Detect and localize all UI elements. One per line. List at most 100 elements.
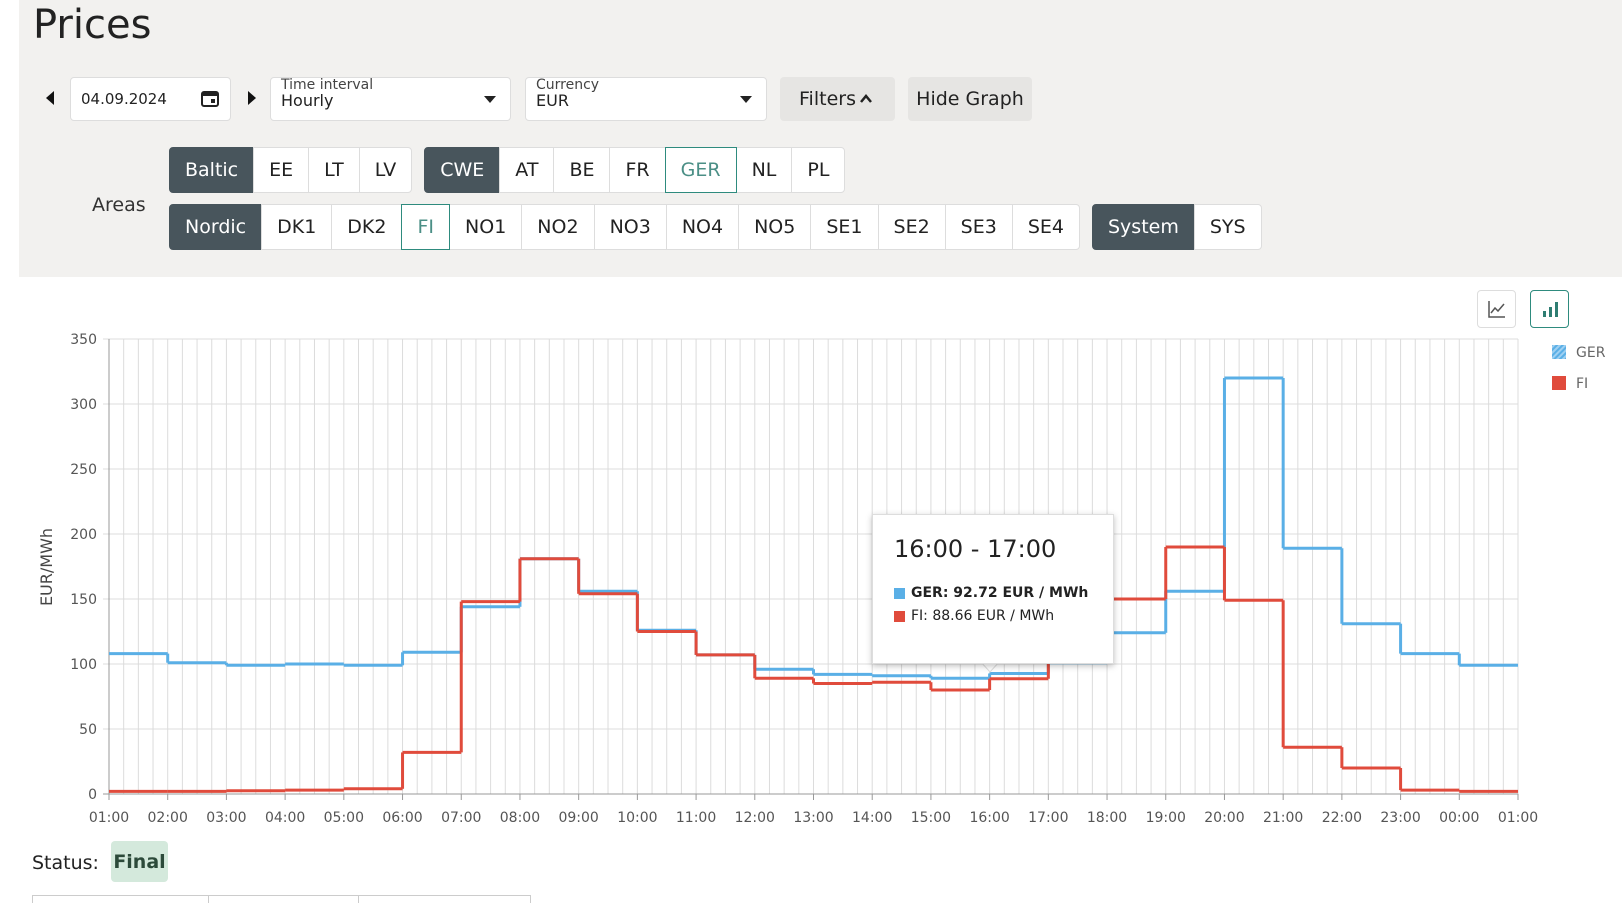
area-button[interactable]: SE1 [810,204,879,250]
y-tick-label: 200 [70,527,97,543]
calendar-icon [201,91,219,107]
hide-graph-button[interactable]: Hide Graph [908,77,1032,121]
page-title: Prices [33,2,152,48]
y-tick-label: 0 [88,787,97,803]
date-picker[interactable]: 04.09.2024 [70,77,231,121]
x-tick-label: 00:00 [1439,810,1479,826]
area-button[interactable]: CWE [424,147,501,193]
area-row: Nordic DK1 DK2 FI NO1 NO2 NO3 NO4 NO5 SE1 SE2 SE3 SE… [169,204,1262,250]
tooltip-text: GER: 92.72 EUR / MWh [911,585,1089,601]
status-badge: Final [111,841,168,882]
chart: EUR/MWh 0 50 100 150 200 250 300 350 01:00 02:00 0… [37,332,1606,826]
x-tick-label: 07:00 [441,810,481,826]
next-day[interactable] [244,90,260,106]
dropdown-arrow [484,96,496,103]
area-button[interactable]: SE3 [944,204,1013,250]
tab [358,895,531,903]
legend-swatch [1552,376,1566,390]
areas-label: Areas [92,194,146,216]
tooltip-swatch [894,587,905,599]
chevron-up [860,94,872,103]
area-button[interactable]: System [1091,204,1195,250]
area-button[interactable]: Nordic [169,204,263,250]
currency-select[interactable]: Currency EUR [525,77,767,121]
area-button[interactable]: DK2 [331,204,403,250]
x-tick-label: 23:00 [1380,810,1420,826]
x-tick-label: 16:00 [969,810,1009,826]
x-tick-label: 15:00 [911,810,951,826]
area-button[interactable]: PL [791,147,846,193]
tab [32,895,209,903]
area-button[interactable]: LT [308,147,360,193]
bar-chart-toggle[interactable] [1530,290,1569,328]
x-tick-label: 11:00 [676,810,716,826]
field-label: Currency [536,77,600,93]
x-tick-label: 19:00 [1146,810,1186,826]
area-button[interactable]: LV [358,147,413,193]
button-label: Hide Graph [916,88,1024,110]
field-value: Hourly [281,91,334,110]
prev-day[interactable] [42,90,58,106]
y-tick-label: 50 [79,722,97,738]
x-tick-label: 01:00 [89,810,129,826]
area-button[interactable]: SYS [1193,204,1262,250]
line-icon [1487,301,1505,318]
x-tick-label: 13:00 [793,810,833,826]
area-button[interactable]: FR [609,147,666,193]
x-tick-label: 04:00 [265,810,305,826]
y-tick-label: 250 [70,462,97,478]
area-button[interactable]: NO4 [665,204,740,250]
area-button[interactable]: FI [401,204,451,250]
x-tick-label: 18:00 [1087,810,1127,826]
button-label: Filters [799,88,856,110]
x-tick-label: 22:00 [1322,810,1362,826]
x-tick-label: 05:00 [324,810,364,826]
area-group: System SYS [1091,204,1262,250]
area-button[interactable]: NO3 [593,204,667,250]
area-button[interactable]: SE4 [1011,204,1080,250]
tooltip-swatch [894,610,905,622]
bar-icon [1542,302,1558,317]
x-tick-label: 21:00 [1263,810,1303,826]
tooltip-entry: FI: 88.66 EUR / MWh [894,608,1054,624]
y-tick-label: 350 [70,332,97,348]
dropdown-arrow [740,96,752,103]
line-chart-toggle[interactable] [1477,290,1516,328]
x-tick-label: 14:00 [852,810,892,826]
tab [207,895,359,903]
area-button[interactable]: NO1 [449,204,523,250]
area-row: Baltic EE LT LV CWE AT BE FR GER NL PL [169,147,846,193]
tooltip-title: 16:00 - 17:00 [894,535,1057,563]
field-label: Time interval [281,77,374,93]
area-button[interactable]: NO5 [738,204,812,250]
x-tick-label: 01:00 [1498,810,1538,826]
time-interval-select[interactable]: Time interval Hourly [270,77,511,121]
filters-button[interactable]: Filters [780,77,895,121]
y-tick-label: 150 [70,592,97,608]
area-group: CWE AT BE FR GER NL PL [424,147,846,193]
y-axis-label: EUR/MWh [37,528,56,606]
date-value: 04.09.2024 [81,90,167,108]
area-group: Nordic DK1 DK2 FI NO1 NO2 NO3 NO4 NO5 SE1 SE2 SE3 SE… [169,204,1080,250]
area-button[interactable]: NO2 [521,204,595,250]
area-button[interactable]: EE [253,147,310,193]
area-button[interactable]: BE [553,147,611,193]
area-button[interactable]: SE2 [877,204,946,250]
x-tick-label: 17:00 [1028,810,1068,826]
area-button[interactable]: GER [664,147,737,193]
area-group: Baltic EE LT LV [169,147,413,193]
y-tick-label: 300 [70,397,97,413]
tooltip-entry: GER: 92.72 EUR / MWh [894,585,1088,601]
y-tick-label: 100 [70,657,97,673]
x-tick-label: 06:00 [382,810,422,826]
area-button[interactable]: AT [499,147,555,193]
field-value: EUR [536,91,569,110]
area-button[interactable]: Baltic [169,147,255,193]
x-tick-label: 03:00 [206,810,246,826]
x-tick-label: 02:00 [148,810,188,826]
legend-label: GER [1576,345,1606,361]
tooltip-text: FI: 88.66 EUR / MWh [911,608,1055,624]
x-tick-label: 09:00 [558,810,598,826]
area-button[interactable]: DK1 [261,204,333,250]
